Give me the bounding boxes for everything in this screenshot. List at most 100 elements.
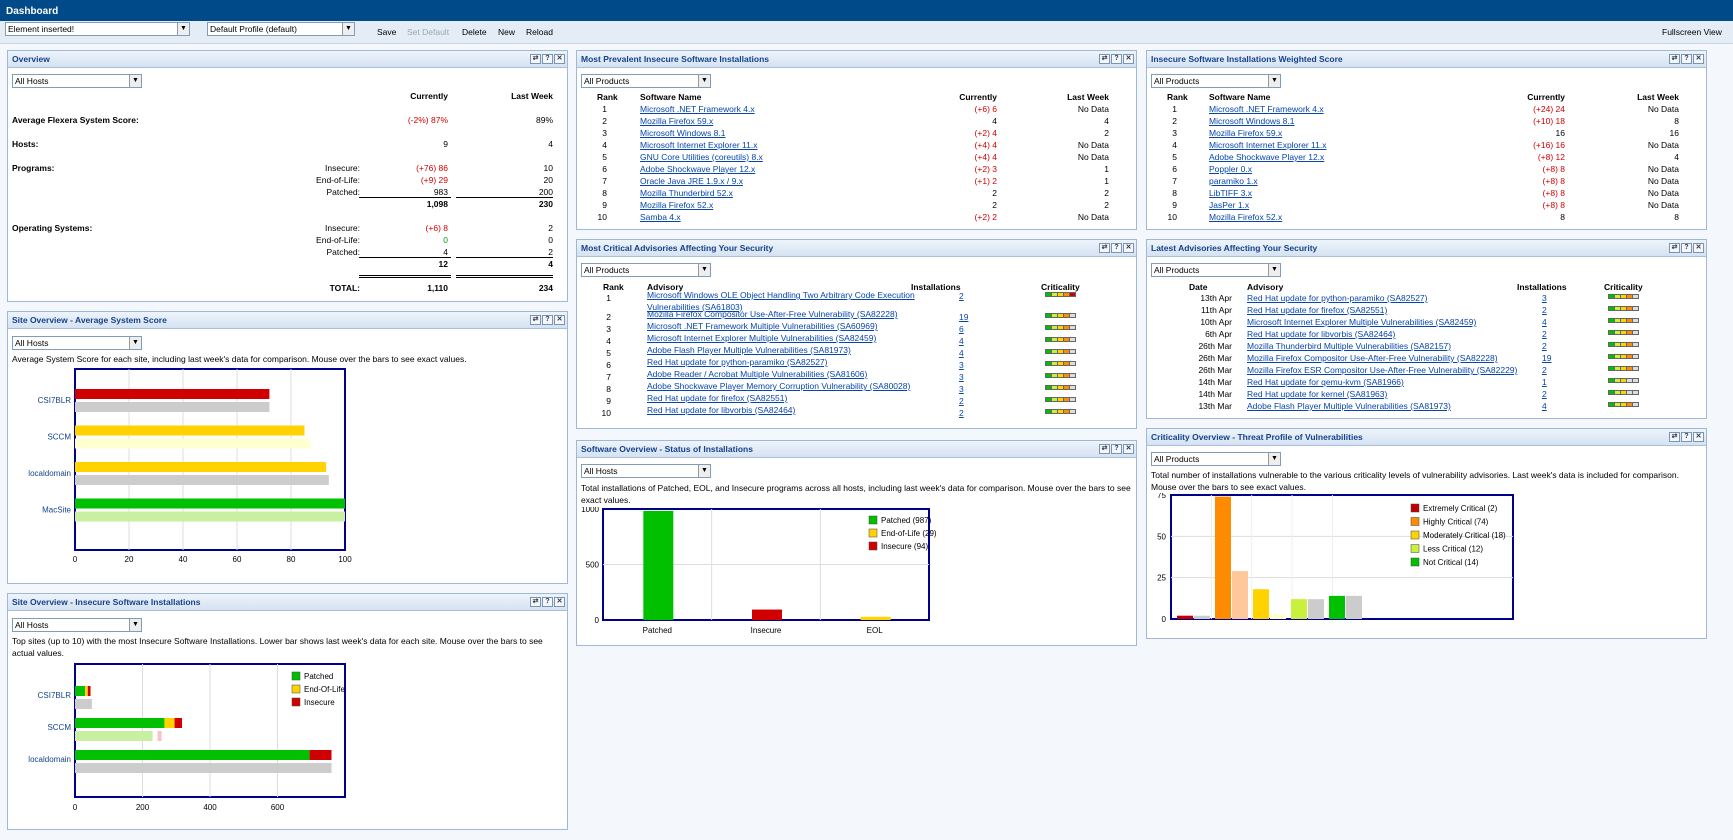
installations-link[interactable]: 19 bbox=[1542, 353, 1552, 363]
help-icon[interactable]: ? bbox=[542, 597, 553, 607]
help-icon[interactable]: ? bbox=[542, 315, 553, 325]
software-link[interactable]: Microsoft Windows 8.1 bbox=[1209, 116, 1295, 126]
help-icon[interactable]: ? bbox=[1111, 243, 1122, 253]
advisory-link[interactable]: Mozilla Thunderbird Multiple Vulnerabili… bbox=[1247, 341, 1452, 351]
installations-link[interactable]: 2 bbox=[1542, 365, 1547, 375]
advisory-link[interactable]: Red Hat update for qemu-kvm (SA81966) bbox=[1247, 377, 1404, 387]
refresh-icon[interactable]: ⇄ bbox=[1669, 54, 1680, 64]
refresh-icon[interactable]: ⇄ bbox=[1099, 444, 1110, 454]
software-link[interactable]: JasPer 1.x bbox=[1209, 200, 1250, 210]
installations-link[interactable]: 2 bbox=[1542, 329, 1547, 339]
software-link[interactable]: Oracle Java JRE 1.9.x / 9.x bbox=[640, 176, 743, 186]
software-link[interactable]: Mozilla Firefox 52.x bbox=[1209, 212, 1283, 222]
hosts-select[interactable]: All Hosts ▼ bbox=[581, 464, 711, 478]
refresh-icon[interactable]: ⇄ bbox=[1099, 243, 1110, 253]
installations-link[interactable]: 3 bbox=[959, 372, 964, 382]
help-icon[interactable]: ? bbox=[1681, 54, 1692, 64]
refresh-icon[interactable]: ⇄ bbox=[1669, 243, 1680, 253]
close-icon[interactable]: ✕ bbox=[1123, 54, 1134, 64]
installations-link[interactable]: 4 bbox=[1542, 317, 1547, 327]
installations-link[interactable]: 19 bbox=[959, 312, 969, 322]
close-icon[interactable]: ✕ bbox=[554, 54, 565, 64]
installations-link[interactable]: 2 bbox=[1542, 305, 1547, 315]
save-button[interactable]: Save bbox=[377, 27, 397, 37]
installations-link[interactable]: 3 bbox=[959, 384, 964, 394]
installations-link[interactable]: 4 bbox=[1542, 401, 1547, 411]
advisory-link[interactable]: Red Hat update for firefox (SA82551) bbox=[647, 393, 788, 403]
installations-link[interactable]: 4 bbox=[959, 348, 964, 358]
help-icon[interactable]: ? bbox=[1111, 444, 1122, 454]
delete-button[interactable]: Delete bbox=[462, 27, 487, 37]
advisory-link[interactable]: Vulnerabilities (SA61803) bbox=[647, 302, 743, 312]
element-select[interactable]: Element inserted! ▼ bbox=[5, 22, 190, 36]
software-link[interactable]: LibTIFF 3.x bbox=[1209, 188, 1252, 198]
help-icon[interactable]: ? bbox=[1111, 54, 1122, 64]
software-link[interactable]: Microsoft Windows 8.1 bbox=[640, 128, 726, 138]
installations-link[interactable]: 3 bbox=[959, 360, 964, 370]
refresh-icon[interactable]: ⇄ bbox=[1669, 432, 1680, 442]
close-icon[interactable]: ✕ bbox=[1123, 243, 1134, 253]
advisory-link[interactable]: Microsoft .NET Framework Multiple Vulner… bbox=[647, 321, 878, 331]
advisory-link[interactable]: Microsoft Internet Explorer Multiple Vul… bbox=[647, 333, 877, 343]
refresh-icon[interactable]: ⇄ bbox=[530, 315, 541, 325]
products-select[interactable]: All Products ▼ bbox=[1151, 452, 1281, 466]
close-icon[interactable]: ✕ bbox=[1693, 243, 1704, 253]
products-select[interactable]: All Products ▼ bbox=[581, 74, 711, 88]
software-link[interactable]: Mozilla Firefox 59.x bbox=[1209, 128, 1283, 138]
advisory-link[interactable]: Mozilla Firefox ESR Compositor Use-After… bbox=[1247, 365, 1518, 375]
advisory-link[interactable]: Mozilla Firefox Compositor Use-After-Fre… bbox=[647, 309, 898, 319]
products-select[interactable]: All Products ▼ bbox=[581, 263, 711, 277]
installations-link[interactable]: 2 bbox=[959, 291, 964, 301]
advisory-link[interactable]: Adobe Flash Player Multiple Vulnerabilit… bbox=[647, 345, 851, 355]
hosts-select[interactable]: All Hosts ▼ bbox=[12, 74, 142, 88]
software-link[interactable]: Microsoft Internet Explorer 11.x bbox=[1209, 140, 1327, 150]
installations-link[interactable]: 2 bbox=[1542, 341, 1547, 351]
advisory-link[interactable]: Microsoft Internet Explorer Multiple Vul… bbox=[1247, 317, 1477, 327]
advisory-link[interactable]: Red Hat update for python-paramiko (SA82… bbox=[1247, 293, 1428, 303]
advisory-link[interactable]: Red Hat update for kernel (SA81963) bbox=[1247, 389, 1388, 399]
advisory-link[interactable]: Adobe Reader / Acrobat Multiple Vulnerab… bbox=[647, 369, 868, 379]
advisory-link[interactable]: Red Hat update for python-paramiko (SA82… bbox=[647, 357, 828, 367]
close-icon[interactable]: ✕ bbox=[1693, 54, 1704, 64]
software-link[interactable]: Adobe Shockwave Player 12.x bbox=[640, 164, 756, 174]
advisory-link[interactable]: Mozilla Firefox Compositor Use-After-Fre… bbox=[1247, 353, 1498, 363]
advisory-link[interactable]: Adobe Shockwave Player Memory Corruption… bbox=[647, 381, 911, 391]
software-link[interactable]: Samba 4.x bbox=[640, 212, 681, 222]
software-link[interactable]: Microsoft .NET Framework 4.x bbox=[1209, 104, 1324, 114]
refresh-icon[interactable]: ⇄ bbox=[1099, 54, 1110, 64]
advisory-link[interactable]: Red Hat update for libvorbis (SA82464) bbox=[1247, 329, 1396, 339]
fullscreen-view-button[interactable]: Fullscreen View bbox=[1662, 27, 1722, 37]
installations-link[interactable]: 4 bbox=[959, 336, 964, 346]
advisory-link[interactable]: Microsoft Windows OLE Object Handling Tw… bbox=[647, 290, 915, 300]
close-icon[interactable]: ✕ bbox=[554, 597, 565, 607]
installations-link[interactable]: 2 bbox=[1542, 389, 1547, 399]
software-link[interactable]: GNU Core Utilities (coreutils) 8.x bbox=[640, 152, 763, 162]
close-icon[interactable]: ✕ bbox=[554, 315, 565, 325]
products-select[interactable]: All Products ▼ bbox=[1151, 74, 1281, 88]
products-select[interactable]: All Products ▼ bbox=[1151, 263, 1281, 277]
software-link[interactable]: Mozilla Thunderbird 52.x bbox=[640, 188, 733, 198]
help-icon[interactable]: ? bbox=[1681, 243, 1692, 253]
software-link[interactable]: Mozilla Firefox 59.x bbox=[640, 116, 714, 126]
advisory-link[interactable]: Red Hat update for libvorbis (SA82464) bbox=[647, 405, 796, 415]
software-link[interactable]: Mozilla Firefox 52.x bbox=[640, 200, 714, 210]
software-link[interactable]: Microsoft Internet Explorer 11.x bbox=[640, 140, 758, 150]
advisory-link[interactable]: Red Hat update for firefox (SA82551) bbox=[1247, 305, 1388, 315]
profile-select[interactable]: Default Profile (default) ▼ bbox=[207, 22, 355, 36]
advisory-link[interactable]: Adobe Flash Player Multiple Vulnerabilit… bbox=[1247, 401, 1451, 411]
installations-link[interactable]: 2 bbox=[959, 396, 964, 406]
software-link[interactable]: paramiko 1.x bbox=[1209, 176, 1258, 186]
close-icon[interactable]: ✕ bbox=[1123, 444, 1134, 454]
installations-link[interactable]: 6 bbox=[959, 324, 964, 334]
installations-link[interactable]: 3 bbox=[1542, 293, 1547, 303]
hosts-select[interactable]: All Hosts ▼ bbox=[12, 336, 142, 350]
software-link[interactable]: Poppler 0.x bbox=[1209, 164, 1252, 174]
software-link[interactable]: Microsoft .NET Framework 4.x bbox=[640, 104, 755, 114]
refresh-icon[interactable]: ⇄ bbox=[530, 597, 541, 607]
help-icon[interactable]: ? bbox=[1681, 432, 1692, 442]
hosts-select[interactable]: All Hosts ▼ bbox=[12, 618, 142, 632]
refresh-icon[interactable]: ⇄ bbox=[530, 54, 541, 64]
set-default-button[interactable]: Set Default bbox=[407, 27, 450, 37]
reload-button[interactable]: Reload bbox=[526, 27, 553, 37]
software-link[interactable]: Adobe Shockwave Player 12.x bbox=[1209, 152, 1325, 162]
